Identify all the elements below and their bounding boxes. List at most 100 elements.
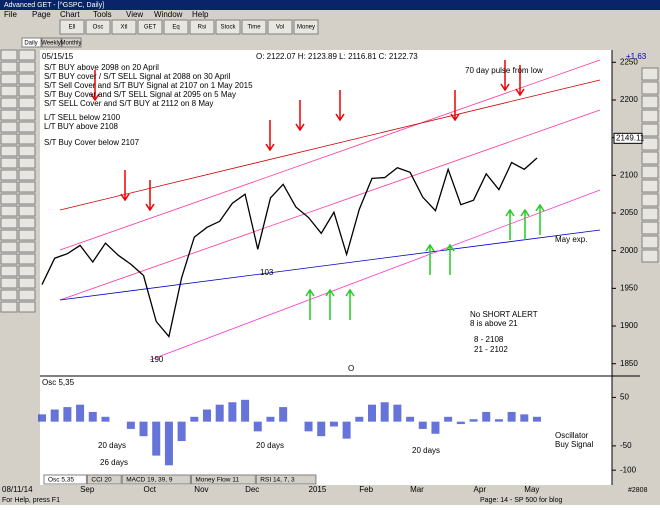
side-tool[interactable]	[18, 277, 36, 289]
side-tool[interactable]	[0, 157, 18, 169]
side-tool[interactable]	[18, 217, 36, 229]
side-tool[interactable]	[0, 145, 18, 157]
side-tool[interactable]	[0, 49, 18, 61]
right-tool[interactable]	[641, 235, 659, 249]
right-tool[interactable]	[641, 193, 659, 207]
side-tool[interactable]	[18, 289, 36, 301]
indicator-tab-label[interactable]: RSI 14, 7, 3	[260, 477, 295, 484]
side-tool[interactable]	[18, 73, 36, 85]
side-tool[interactable]	[0, 265, 18, 277]
toolbar-label[interactable]: Eq	[172, 25, 179, 31]
side-tool[interactable]	[0, 193, 18, 205]
side-tool[interactable]	[0, 61, 18, 73]
side-tool[interactable]	[0, 241, 18, 253]
right-tool[interactable]	[641, 151, 659, 165]
toolbar-button[interactable]	[241, 19, 267, 35]
toolbar-label[interactable]: Xtl	[120, 25, 127, 31]
toolbar-button[interactable]	[293, 19, 319, 35]
toolbar-button[interactable]	[85, 19, 111, 35]
indicator-tab-label[interactable]: Money Flow 11	[195, 477, 239, 484]
side-tool[interactable]	[0, 97, 18, 109]
indicator-tab[interactable]	[121, 474, 191, 485]
toolbar-button[interactable]	[189, 19, 215, 35]
side-tool[interactable]	[0, 301, 18, 313]
side-tool[interactable]	[0, 289, 18, 301]
side-tool[interactable]	[0, 133, 18, 145]
side-tool[interactable]	[0, 217, 18, 229]
right-tool[interactable]	[641, 179, 659, 193]
right-tool[interactable]	[641, 165, 659, 179]
side-tool[interactable]	[18, 193, 36, 205]
side-tool[interactable]	[18, 169, 36, 181]
period-tab[interactable]	[41, 37, 62, 48]
side-tool[interactable]	[0, 253, 18, 265]
menu-item[interactable]: Window	[154, 10, 183, 19]
toolbar-label[interactable]: Vol	[276, 25, 284, 31]
indicator-tab-label[interactable]: MACD 19, 39, 9	[126, 477, 173, 484]
side-tool[interactable]	[18, 229, 36, 241]
side-tool[interactable]	[18, 265, 36, 277]
toolbar-button[interactable]	[215, 19, 241, 35]
side-tool[interactable]	[18, 181, 36, 193]
right-tool[interactable]	[641, 67, 659, 81]
side-tool[interactable]	[18, 49, 36, 61]
side-tool[interactable]	[18, 133, 36, 145]
right-tool[interactable]	[641, 81, 659, 95]
side-tool[interactable]	[0, 181, 18, 193]
side-tool[interactable]	[0, 277, 18, 289]
right-tool[interactable]	[641, 137, 659, 151]
side-tool[interactable]	[18, 241, 36, 253]
side-tool[interactable]	[18, 109, 36, 121]
side-tool[interactable]	[18, 301, 36, 313]
right-tool[interactable]	[641, 207, 659, 221]
period-tab-label[interactable]: Monthly	[60, 41, 81, 47]
toolbar-label[interactable]: Ell	[69, 25, 76, 31]
indicator-tab[interactable]	[190, 474, 256, 485]
toolbar-label[interactable]: Osc	[93, 25, 104, 31]
indicator-tab[interactable]	[86, 474, 122, 485]
side-tool[interactable]	[0, 169, 18, 181]
toolbar-button[interactable]	[267, 19, 293, 35]
side-tool[interactable]	[18, 121, 36, 133]
toolbar-label[interactable]: Stock	[220, 25, 236, 31]
side-tool[interactable]	[18, 157, 36, 169]
side-tool[interactable]	[18, 145, 36, 157]
toolbar-button[interactable]	[137, 19, 163, 35]
indicator-tab-label[interactable]: Osc 5,35	[48, 477, 74, 484]
toolbar-button[interactable]	[59, 19, 85, 35]
indicator-tab-label[interactable]: CCI 20	[91, 477, 112, 484]
right-tool[interactable]	[641, 221, 659, 235]
toolbar-label[interactable]: GET	[144, 25, 157, 31]
indicator-tab[interactable]	[43, 474, 87, 485]
toolbar-label[interactable]: Rsi	[198, 25, 207, 31]
menu-item[interactable]: Chart	[60, 10, 80, 19]
side-tool[interactable]	[18, 253, 36, 265]
period-tab-label[interactable]: Daily	[24, 41, 37, 47]
toolbar-button[interactable]	[111, 19, 137, 35]
period-tab-label[interactable]: Weekly	[41, 41, 61, 47]
side-tool[interactable]	[0, 85, 18, 97]
menu-item[interactable]: Page	[32, 10, 51, 19]
right-tool[interactable]	[641, 123, 659, 137]
toolbar-button[interactable]	[163, 19, 189, 35]
side-tool[interactable]	[0, 205, 18, 217]
side-tool[interactable]	[18, 205, 36, 217]
period-tab[interactable]	[61, 37, 82, 48]
side-tool[interactable]	[0, 73, 18, 85]
toolbar-label[interactable]: Time	[247, 25, 261, 31]
side-tool[interactable]	[0, 109, 18, 121]
period-tab[interactable]	[21, 37, 42, 48]
menu-item[interactable]: View	[126, 10, 143, 19]
side-tool[interactable]	[18, 61, 36, 73]
side-tool[interactable]	[18, 97, 36, 109]
toolbar-label[interactable]: Money	[297, 25, 315, 31]
menu-item[interactable]: Tools	[93, 10, 112, 19]
indicator-tab[interactable]	[255, 474, 317, 485]
side-tool[interactable]	[0, 229, 18, 241]
side-tool[interactable]	[18, 85, 36, 97]
right-tool[interactable]	[641, 249, 659, 263]
side-tool[interactable]	[0, 121, 18, 133]
right-tool[interactable]	[641, 95, 659, 109]
menu-item[interactable]: Help	[192, 10, 209, 19]
right-tool[interactable]	[641, 109, 659, 123]
